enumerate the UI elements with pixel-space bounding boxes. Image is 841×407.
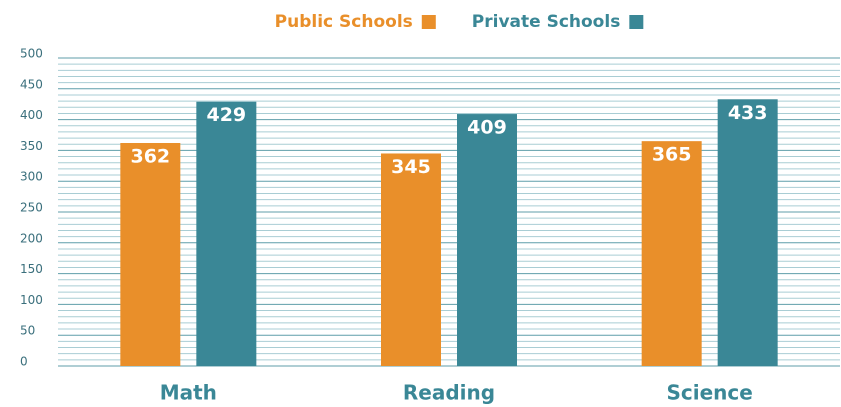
value-label: 365 bbox=[652, 144, 692, 166]
value-label: 429 bbox=[206, 104, 246, 126]
y-tick-label: 50 bbox=[20, 324, 35, 338]
y-tick-label: 200 bbox=[20, 231, 43, 245]
legend-label: Private Schools bbox=[472, 12, 621, 32]
value-label: 345 bbox=[391, 156, 431, 178]
x-tick-label: Math bbox=[160, 381, 217, 405]
bar bbox=[196, 101, 257, 367]
legend-label: Public Schools bbox=[275, 12, 413, 32]
y-tick-label: 350 bbox=[20, 139, 43, 153]
bar bbox=[381, 153, 441, 366]
x-tick-label: Reading bbox=[403, 381, 495, 405]
bar bbox=[120, 143, 181, 366]
y-tick-label: 150 bbox=[20, 262, 43, 276]
y-tick-label: 250 bbox=[20, 201, 43, 215]
bar bbox=[717, 99, 778, 366]
y-tick-label: 300 bbox=[20, 170, 43, 184]
x-tick-label: Science bbox=[666, 381, 752, 405]
y-tick-label: 450 bbox=[20, 77, 43, 91]
value-label: 409 bbox=[467, 117, 507, 139]
legend-swatch bbox=[629, 15, 644, 29]
y-tick-label: 0 bbox=[20, 355, 28, 369]
value-label: 362 bbox=[130, 146, 170, 168]
bar bbox=[457, 114, 517, 366]
legend-swatch bbox=[421, 15, 436, 29]
y-tick-label: 100 bbox=[20, 293, 43, 307]
bar bbox=[641, 141, 702, 366]
y-tick-label: 500 bbox=[20, 47, 43, 61]
value-label: 433 bbox=[728, 102, 768, 124]
y-tick-label: 400 bbox=[20, 108, 43, 122]
